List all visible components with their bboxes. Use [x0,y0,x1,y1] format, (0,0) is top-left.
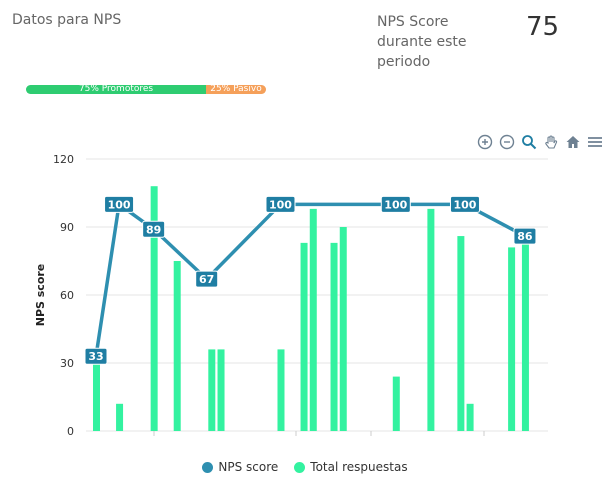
y-tick-label: 30 [60,357,74,370]
bar [309,208,317,431]
bar [427,208,435,431]
data-label-box [195,270,219,288]
bar [300,242,308,431]
legend-item-total-respuestas[interactable]: Total respuestas [294,460,408,474]
y-tick-label: 90 [60,221,74,234]
home-icon[interactable] [564,133,582,151]
y-axis-label: NPS score [34,264,47,327]
bar [208,349,216,431]
data-label: 67 [199,273,214,286]
data-label: 89 [146,223,161,236]
chart-toolbar [476,133,604,151]
chart-legend: NPS score Total respuestas [0,460,610,474]
bar [330,242,338,431]
legend-label: Total respuestas [310,460,408,474]
y-tick-label: 120 [53,153,74,166]
section-title: Datos para NPS [12,12,122,28]
data-label: 86 [517,230,533,243]
data-label-box [265,195,296,213]
zoom-out-icon[interactable] [498,133,516,151]
bar [173,261,181,431]
data-label-box [449,195,480,213]
menu-icon[interactable] [586,133,604,151]
bar [93,360,100,431]
data-label-box [104,195,135,213]
bar [392,376,400,431]
bar [277,349,285,431]
bar [217,349,225,431]
data-label: 100 [384,198,407,211]
legend-dot-nps-score [202,461,214,473]
data-label-box [513,227,537,245]
pan-hand-icon[interactable] [542,133,560,151]
legend-item-nps-score[interactable]: NPS score [202,460,278,474]
bar [150,186,158,431]
bar [508,247,516,431]
bar [339,227,347,431]
bar [116,403,124,431]
zoom-in-icon[interactable] [476,133,494,151]
nps-score-label: NPS Score durante este periodo [377,14,467,70]
y-tick-label: 60 [60,289,74,302]
data-label: 33 [88,350,103,363]
data-label-box [380,195,411,213]
data-label-box [84,347,108,365]
progress-pasivos: 25% Pasivo [206,85,266,94]
legend-label: NPS score [218,460,279,474]
progress-promotores: 75% Promotores [26,85,206,94]
data-label: 100 [108,198,131,211]
bar [521,240,529,431]
nps-progress-bar: 75% Promotores 25% Pasivo [26,85,266,94]
legend-dot-total-respuestas [294,461,306,473]
zoom-select-icon[interactable] [520,133,538,151]
bar [466,403,474,431]
data-label-box [142,220,166,238]
bar [457,236,465,431]
data-label: 100 [453,198,476,211]
data-label: 100 [269,198,292,211]
y-tick-label: 0 [67,425,74,438]
nps-score-value: 75 [526,12,560,42]
